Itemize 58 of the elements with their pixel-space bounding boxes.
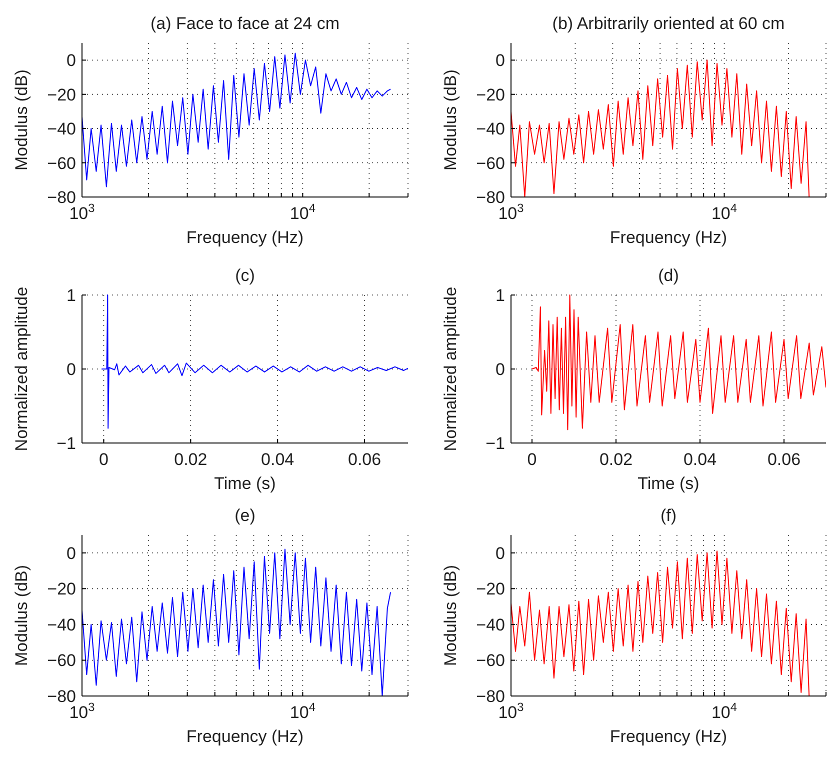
x-tick-label: 10$^{4}$: [711, 700, 738, 722]
y-axis-title: Modulus (dB): [12, 69, 31, 171]
x-axis-title: Time (s): [638, 474, 700, 493]
chart-title: (d): [658, 266, 679, 285]
x-tick-label: 0.04: [683, 450, 717, 469]
x-axis-title: Frequency (Hz): [186, 228, 304, 247]
y-tick-label: −40: [47, 120, 76, 139]
y-tick-label: −40: [47, 615, 76, 634]
y-tick-label: −20: [47, 580, 76, 599]
x-tick-label: 0: [527, 450, 537, 469]
y-tick-label: −80: [476, 188, 505, 207]
y-tick-label: 1: [496, 286, 505, 305]
chart-title: (c): [235, 266, 255, 285]
x-axis-title: Frequency (Hz): [610, 228, 728, 247]
y-tick-label: −60: [476, 154, 505, 173]
line-series: [101, 294, 408, 429]
x-axis-title: Frequency (Hz): [610, 727, 728, 746]
chart-title: (a) Face to face at 24 cm: [150, 14, 340, 33]
y-tick-label: 0: [496, 544, 505, 563]
y-tick-label: 0: [496, 360, 505, 379]
y-tick-label: 0: [66, 544, 76, 563]
y-tick-label: −40: [476, 120, 505, 139]
line-series: [532, 294, 826, 430]
y-tick-label: −80: [47, 687, 76, 706]
x-tick-label: 0: [99, 450, 108, 469]
y-axis-title: Modulus (dB): [12, 564, 31, 666]
y-tick-label: 0: [496, 51, 505, 70]
y-tick-label: −60: [476, 651, 505, 670]
y-tick-label: −80: [476, 687, 505, 706]
x-tick-label: 10$^{4}$: [290, 201, 316, 223]
y-tick-label: 0: [66, 51, 76, 70]
y-tick-label: −60: [47, 154, 76, 173]
chart-title: (b) Arbitrarily oriented at 60 cm: [552, 14, 785, 33]
x-tick-label: 0.04: [261, 450, 294, 469]
chart-title: (e): [234, 506, 256, 525]
y-tick-label: 1: [66, 286, 76, 305]
y-tick-label: −1: [56, 434, 76, 453]
x-tick-label: 0.02: [174, 450, 208, 469]
x-tick-label: 10$^{4}$: [711, 201, 738, 223]
y-axis-title: Modulus (dB): [441, 69, 460, 171]
y-tick-label: −40: [476, 615, 505, 634]
y-axis-title: Normalized amplitude: [12, 286, 31, 452]
y-axis-title: Normalized amplitude: [441, 286, 460, 452]
y-tick-label: −20: [476, 85, 505, 104]
x-tick-label: 0.02: [599, 450, 633, 469]
y-tick-label: −1: [486, 434, 505, 453]
x-tick-label: 0.06: [348, 450, 382, 469]
chart-title: (f): [660, 506, 677, 525]
x-tick-label: 10$^{4}$: [290, 700, 316, 722]
x-axis-title: Time (s): [214, 474, 276, 493]
y-tick-label: −20: [47, 85, 76, 104]
y-tick-label: −20: [476, 580, 505, 599]
y-tick-label: 0: [66, 360, 76, 379]
y-axis-title: Modulus (dB): [441, 564, 460, 666]
y-tick-label: −80: [47, 188, 76, 207]
x-axis-title: Frequency (Hz): [186, 727, 304, 746]
x-tick-label: 0.06: [767, 450, 801, 469]
y-tick-label: −60: [47, 651, 76, 670]
